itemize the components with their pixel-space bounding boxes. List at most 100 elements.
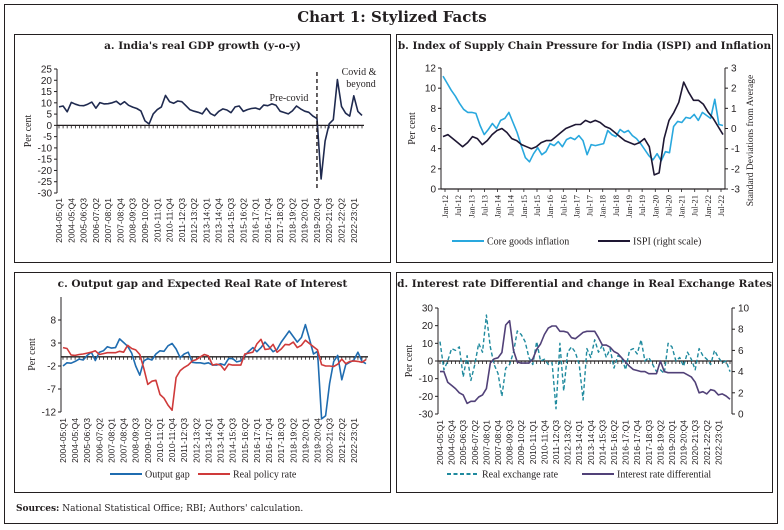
panel-d-x-tick-label: 2010-11:Q1 xyxy=(528,420,538,465)
panel-c-x-tick-label: 2008-09:Q3 xyxy=(131,418,141,463)
panel-c-title: c. Output gap and Expected Real Rate of … xyxy=(57,278,348,290)
panel-d-series-interest-rate-differential xyxy=(440,319,731,405)
panel-a-x-tick-label: 2010-11:Q1 xyxy=(152,198,162,243)
panel-a-y-tick-label: 5 xyxy=(46,110,52,121)
panel-c-y-tick-label: -2 xyxy=(47,362,56,373)
panel-c-x-tick-label: 2007-08:Q1 xyxy=(106,418,116,463)
panel-b-x-tick-label: Jul-21 xyxy=(690,195,700,216)
panel-d-x-tick-label: 2018-19:Q2 xyxy=(655,420,665,465)
panel-a-y-tick-label: 0 xyxy=(46,121,52,132)
panel-a: a. India's real GDP growth (y-o-y) xyxy=(14,34,391,263)
panel-a-y-tick-label: 25 xyxy=(41,65,53,76)
panel-b-x-tick-label: Jul-16 xyxy=(558,195,568,216)
panel-a-y-tick-label: -15 xyxy=(38,155,53,166)
panel-d-legend-label: Real exchange rate xyxy=(482,470,559,481)
panel-a-x-tick-label: 2020-21:Q3 xyxy=(324,198,334,243)
panel-b: b. Index of Supply Chain Pressure for In… xyxy=(396,34,773,263)
panel-d-y-tick-label: -30 xyxy=(419,410,434,421)
panel-b-legend-label: ISPI (right scale) xyxy=(633,237,701,248)
panel-d-x-tick-label: 2017-18:Q3 xyxy=(644,420,654,465)
panel-d-x-tick-label: 2014-15:Q3 xyxy=(597,420,607,465)
panel-d-x-tick-label: 2016-17:Q1 xyxy=(621,420,631,465)
panel-a-x-tick-label: 2006-07:Q2 xyxy=(91,198,101,243)
panel-b-x-tick-label: Jan-22 xyxy=(703,195,713,218)
panel-b-series-core-goods-inflation xyxy=(442,75,724,163)
panel-c-x-tick-label: 2022-23:Q1 xyxy=(349,418,359,463)
panel-d-x-tick-label: 2008-09:Q3 xyxy=(505,420,515,465)
panel-a-x-tick-label: 2005-06:Q3 xyxy=(79,198,89,243)
panel-c-x-tick-label: 2020-21:Q3 xyxy=(325,418,335,463)
sources-label: Sources: xyxy=(16,504,60,514)
panel-a-y-tick-label: -10 xyxy=(38,143,53,154)
panel-b-y-tick-label: 4 xyxy=(430,144,436,155)
panel-c-x-tick-label: 2007-08:Q4 xyxy=(119,418,129,463)
panel-d-y-tick-label: 0 xyxy=(427,357,433,368)
panel-a-series-real-gdp-growth xyxy=(58,78,363,180)
panel-d-x-tick-label: 2016-17:Q4 xyxy=(632,420,642,465)
panel-c-x-tick-label: 2005-06:Q3 xyxy=(82,418,92,463)
panel-a-x-tick-label: 2016-17:Q4 xyxy=(263,198,273,243)
panel-c-x-tick-label: 2011-12:Q3 xyxy=(179,418,189,463)
panel-b-x-tick-label: Jul-12 xyxy=(453,195,463,216)
panel-a-x-tick-label: 2008-09:Q3 xyxy=(128,198,138,243)
panel-b-y-tick-label: 2 xyxy=(430,164,436,175)
panel-b-x-tick-label: Jan-19 xyxy=(624,195,634,218)
panel-d-y-tick-label: 20 xyxy=(422,321,434,332)
panel-b-title: b. Index of Supply Chain Pressure for In… xyxy=(397,40,772,52)
panel-d-right-tick-label: 2 xyxy=(738,388,744,399)
panel-c-x-tick-label: 2015-16:Q2 xyxy=(240,418,250,463)
panel-b-x-tick-label: Jan-13 xyxy=(466,195,476,218)
panel-c-x-tick-label: 2009-10:Q2 xyxy=(143,418,153,463)
panel-d-x-tick-label: 2004-05:Q4 xyxy=(447,420,457,465)
panel-d-x-tick-label: 2005-06:Q3 xyxy=(458,420,468,465)
panel-b-x-tick-label: Jan-18 xyxy=(598,195,608,218)
panel-a-y-tick-label: 15 xyxy=(41,87,53,98)
panel-d-right-tick-label: 6 xyxy=(738,346,744,357)
panel-a-x-tick-label: 2011-12:Q3 xyxy=(177,198,187,243)
panel-d-x-tick-label: 2009-10:Q2 xyxy=(516,420,526,465)
panel-c-y-tick-label: -7 xyxy=(47,385,56,396)
panel-d-x-tick-label: 2020-21:Q3 xyxy=(690,420,700,465)
panel-c-y-axis-label: Per cent xyxy=(27,338,38,371)
panel-c-x-tick-label: 2014-15:Q3 xyxy=(228,418,238,463)
sources-note: Sources: National Statistical Office; RB… xyxy=(16,504,303,514)
panel-b-x-tick-label: Jan-14 xyxy=(493,194,503,217)
panel-c-y-tick-label: -12 xyxy=(42,408,57,419)
panel-c-x-tick-label: 2016-17:Q4 xyxy=(264,418,274,463)
panel-c-x-tick-label: 2021-22:Q2 xyxy=(337,418,347,463)
panel-a-annotation-covid-line2: beyond xyxy=(346,79,375,90)
panel-a-x-tick-label: 2007-08:Q1 xyxy=(103,198,113,243)
panel-b-right-tick-label: 1 xyxy=(731,104,737,115)
panel-a-x-tick-label: 2019-20:Q1 xyxy=(300,198,310,243)
panel-a-x-tick-label: 2014-15:Q3 xyxy=(226,198,236,243)
panel-c-x-tick-label: 2004-05:Q4 xyxy=(70,418,80,463)
panel-a-y-tick-label: -30 xyxy=(38,189,53,200)
panel-a-title: a. India's real GDP growth (y-o-y) xyxy=(104,40,301,52)
sources-text: National Statistical Office; RBI; Author… xyxy=(62,504,304,514)
panel-c-x-tick-label: 2010-11:Q4 xyxy=(167,418,177,463)
panel-a-x-tick-label: 2018-19:Q2 xyxy=(287,198,297,243)
panel-b-x-tick-label: Jan-12 xyxy=(440,195,450,218)
panel-a-x-tick-label: 2007-08:Q4 xyxy=(115,198,125,243)
panel-b-x-tick-label: Jan-21 xyxy=(677,195,687,218)
panel-a-x-tick-label: 2019-20:Q4 xyxy=(312,198,322,243)
panel-a-x-tick-label: 2022-23:Q1 xyxy=(349,198,359,243)
panel-b-x-tick-label: Jan-16 xyxy=(545,195,555,218)
panel-d-x-tick-label: 2011-12:Q3 xyxy=(551,420,561,465)
panel-b-x-tick-label: Jan-15 xyxy=(519,195,529,218)
panel-b-x-tick-label: Jul-22 xyxy=(716,195,726,216)
panel-d-x-tick-label: 2007-08:Q4 xyxy=(493,420,503,465)
panel-b-legend-label: Core goods inflation xyxy=(487,237,569,248)
panel-b-x-tick-label: Jul-20 xyxy=(663,195,673,216)
panel-b-right-tick-label: -1 xyxy=(731,144,740,155)
panel-d-x-tick-label: 2019-20:Q4 xyxy=(679,420,689,465)
panel-d-y-tick-label: 30 xyxy=(422,304,434,315)
panel-c-series-real-policy-rate xyxy=(62,338,367,412)
panel-b-right-axis-label: Standard Deviations from Average xyxy=(745,75,756,206)
panel-a-y-tick-label: -20 xyxy=(38,166,53,177)
panel-b-x-tick-label: Jan-20 xyxy=(650,195,660,218)
panel-c-x-tick-label: 2019-20:Q4 xyxy=(313,418,323,463)
panel-c-x-tick-label: 2013-14:Q1 xyxy=(203,418,213,463)
panel-a-x-tick-label: 2010-11:Q4 xyxy=(165,198,175,243)
panel-b-y-axis-label: Per cent xyxy=(407,112,418,145)
